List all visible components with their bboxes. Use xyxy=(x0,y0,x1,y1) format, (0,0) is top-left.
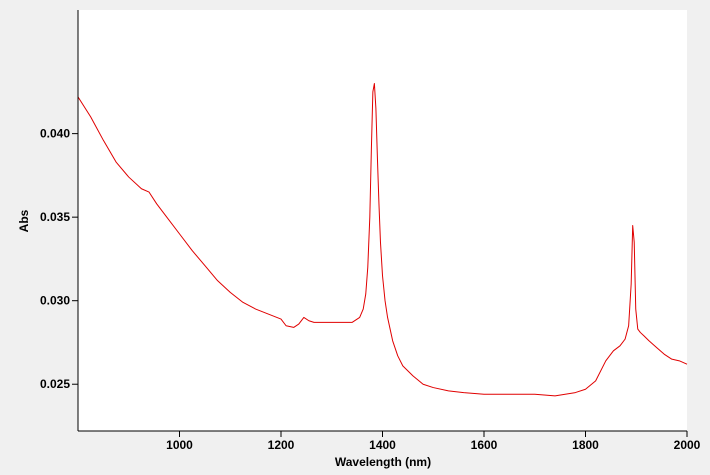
y-axis-title: Abs xyxy=(17,209,31,232)
x-tick-label: 1600 xyxy=(471,438,498,452)
plot-background xyxy=(78,10,687,431)
y-tick-label: 0.040 xyxy=(40,127,70,141)
y-axis-ticks: 0.025 0.030 0.035 0.040 xyxy=(40,127,78,391)
x-tick-label: 2000 xyxy=(674,438,701,452)
x-tick-label: 1000 xyxy=(166,438,193,452)
x-tick-label: 1200 xyxy=(268,438,295,452)
absorbance-line xyxy=(77,83,688,397)
x-tick-label: 1800 xyxy=(572,438,599,452)
x-axis-ticks: 1000 1200 1400 1600 1800 2000 xyxy=(166,431,701,452)
x-tick-label: 1400 xyxy=(369,438,396,452)
y-tick-label: 0.030 xyxy=(40,294,70,308)
x-axis-title: Wavelength (nm) xyxy=(335,455,431,469)
y-tick-label: 0.035 xyxy=(40,210,70,224)
series-layer xyxy=(77,83,688,397)
y-tick-label: 0.025 xyxy=(40,377,70,391)
